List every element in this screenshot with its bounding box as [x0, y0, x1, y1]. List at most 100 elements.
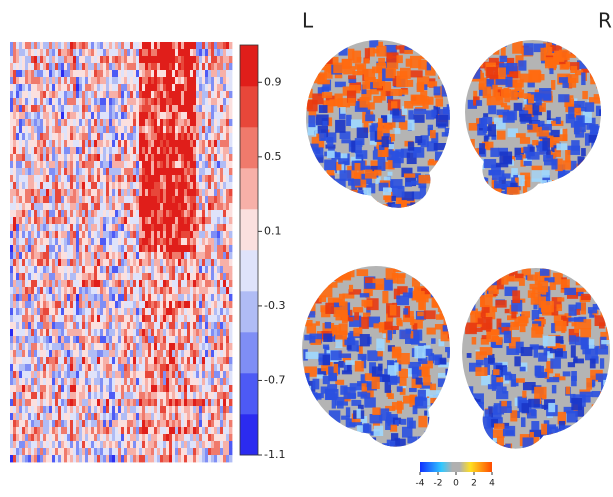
heatmap-cell: [211, 70, 214, 77]
heatmap-cell: [208, 350, 211, 357]
heatmap-cell: [127, 49, 130, 56]
heatmap-cell: [97, 84, 100, 91]
heatmap-cell: [79, 84, 82, 91]
heatmap-cell: [61, 133, 64, 140]
heatmap-cell: [190, 70, 193, 77]
brain-patch: [434, 49, 440, 55]
heatmap-cell: [163, 420, 166, 427]
heatmap-cell: [145, 238, 148, 245]
heatmap-cell: [16, 371, 19, 378]
heatmap-cell: [214, 245, 217, 252]
heatmap-cell: [136, 210, 139, 217]
heatmap-cell: [118, 343, 121, 350]
heatmap-cell: [178, 392, 181, 399]
heatmap-cell: [130, 210, 133, 217]
heatmap-cell: [139, 98, 142, 105]
heatmap-cell: [160, 112, 163, 119]
heatmap-cell: [10, 413, 13, 420]
heatmap-cell: [82, 315, 85, 322]
heatmap-cell: [187, 434, 190, 441]
heatmap-cell: [61, 217, 64, 224]
heatmap-cell: [181, 56, 184, 63]
heatmap-cell: [142, 147, 145, 154]
heatmap-cell: [73, 413, 76, 420]
heatmap-cell: [181, 217, 184, 224]
heatmap-cell: [37, 133, 40, 140]
heatmap-cell: [217, 406, 220, 413]
heatmap-cell: [46, 98, 49, 105]
heatmap-cell: [19, 427, 22, 434]
heatmap-cell: [100, 84, 103, 91]
heatmap-cell: [28, 154, 31, 161]
heatmap-cell: [22, 105, 25, 112]
heatmap-cell: [73, 343, 76, 350]
heatmap-cell: [214, 413, 217, 420]
heatmap-cell: [34, 189, 37, 196]
heatmap-cell: [175, 119, 178, 126]
heatmap-cell: [124, 147, 127, 154]
heatmap-cell: [181, 91, 184, 98]
heatmap-cell: [115, 196, 118, 203]
heatmap-cell: [25, 182, 28, 189]
heatmap-cell: [124, 231, 127, 238]
heatmap-cell: [22, 441, 25, 448]
heatmap-cell: [133, 273, 136, 280]
heatmap-cell: [118, 77, 121, 84]
heatmap-cell: [67, 224, 70, 231]
heatmap-cell: [34, 147, 37, 154]
heatmap-cell: [73, 336, 76, 343]
heatmap-cell: [184, 133, 187, 140]
heatmap-cell: [25, 203, 28, 210]
heatmap-cell: [130, 392, 133, 399]
heatmap-cell: [64, 385, 67, 392]
heatmap-cell: [61, 364, 64, 371]
heatmap-cell: [223, 448, 226, 455]
heatmap-cell: [184, 308, 187, 315]
heatmap-cell: [49, 84, 52, 91]
heatmap-cell: [163, 224, 166, 231]
heatmap-cell: [61, 224, 64, 231]
heatmap-cell: [139, 105, 142, 112]
heatmap-cell: [49, 259, 52, 266]
heatmap-cell: [40, 273, 43, 280]
heatmap-cell: [214, 399, 217, 406]
heatmap-cell: [94, 98, 97, 105]
heatmap-cell: [22, 203, 25, 210]
heatmap-cell: [211, 420, 214, 427]
heatmap-cell: [25, 455, 28, 462]
heatmap-cell: [103, 161, 106, 168]
heatmap-cell: [190, 161, 193, 168]
heatmap-cell: [73, 245, 76, 252]
heatmap-cell: [88, 217, 91, 224]
heatmap-cell: [133, 154, 136, 161]
heatmap-cell: [37, 154, 40, 161]
brain-patch: [333, 63, 343, 74]
heatmap-cell: [97, 63, 100, 70]
heatmap-cell: [67, 105, 70, 112]
heatmap-cell: [202, 455, 205, 462]
heatmap-cell: [163, 84, 166, 91]
heatmap-cell: [202, 441, 205, 448]
heatmap-cell: [91, 203, 94, 210]
heatmap-cell: [220, 210, 223, 217]
heatmap-cell: [172, 420, 175, 427]
heatmap-cell: [229, 161, 232, 168]
heatmap-cell: [76, 273, 79, 280]
brain-patch: [346, 115, 352, 126]
heatmap-cell: [88, 392, 91, 399]
heatmap-cell: [139, 266, 142, 273]
heatmap-cell: [178, 427, 181, 434]
heatmap-cell: [103, 168, 106, 175]
heatmap-cell: [115, 91, 118, 98]
heatmap-cell: [40, 329, 43, 336]
heatmap-cell: [40, 455, 43, 462]
heatmap-cell: [85, 133, 88, 140]
heatmap-cell: [34, 133, 37, 140]
heatmap-cell: [79, 196, 82, 203]
heatmap-cell: [49, 77, 52, 84]
heatmap-cell: [61, 259, 64, 266]
heatmap-cell: [175, 280, 178, 287]
heatmap-cell: [196, 392, 199, 399]
heatmap-cell: [82, 91, 85, 98]
heatmap-cell: [217, 126, 220, 133]
